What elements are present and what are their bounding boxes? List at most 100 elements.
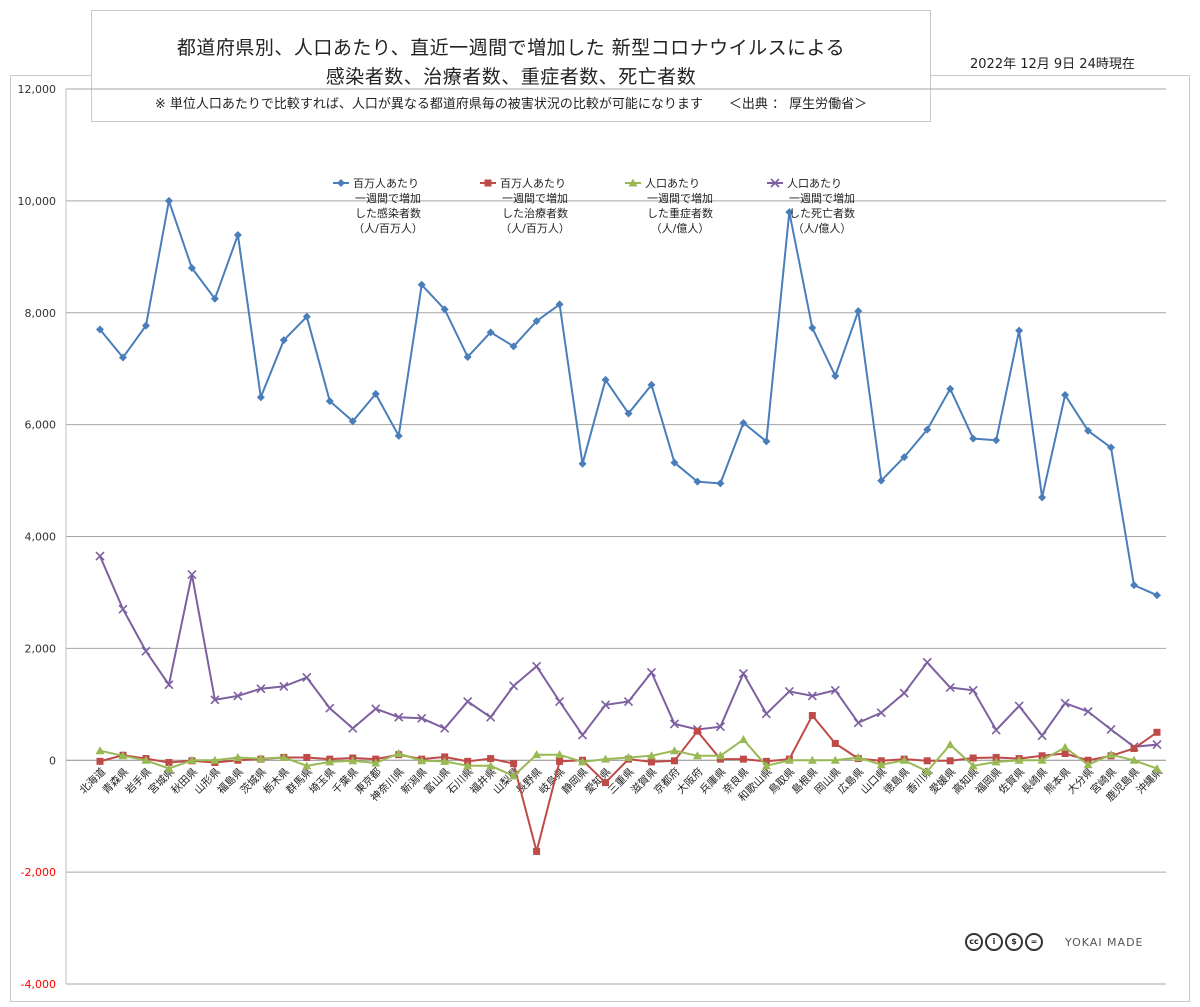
data-point (991, 757, 1001, 766)
data-point (187, 569, 197, 580)
data-point (601, 375, 610, 384)
data-point (555, 750, 565, 759)
data-point (624, 409, 633, 418)
data-point (693, 477, 702, 486)
data-point (646, 751, 656, 760)
data-point (830, 685, 840, 695)
chart-note: ※ 単位人口あたりで比較すれば、人口が異なる都道府県毎の被害状況の比較が可能にな… (154, 97, 868, 112)
data-point (118, 604, 128, 614)
data-point (509, 681, 519, 691)
data-point (628, 178, 638, 187)
series-group (95, 735, 1162, 780)
data-point (623, 696, 634, 707)
data-point (233, 691, 243, 701)
data-point (785, 208, 794, 217)
legend-label: （人/百万人） (500, 222, 570, 235)
legend-label: 百万人あたり (353, 177, 419, 190)
data-point (946, 757, 954, 765)
data-point (302, 672, 312, 683)
data-point (417, 756, 427, 765)
data-point (141, 755, 151, 764)
data-point (602, 779, 610, 787)
data-point (669, 719, 680, 729)
data-point (371, 389, 380, 398)
nd-icon: = (1025, 933, 1043, 951)
data-point (463, 352, 472, 361)
data-point (187, 755, 197, 764)
data-point (532, 317, 541, 326)
legend-marker (337, 179, 345, 187)
data-point (1061, 390, 1070, 399)
brand-logo: YOKAI MADE (1065, 935, 1144, 949)
legend-label: 一週間で増加 (789, 192, 855, 205)
data-point (715, 751, 725, 760)
data-point (348, 723, 358, 733)
data-point (1152, 764, 1162, 773)
data-point (279, 752, 289, 761)
data-point (762, 437, 771, 446)
chart-title-line1: 都道府県別、人口あたり、直近一週間で増加した 新型コロナウイルスによる (176, 37, 846, 59)
data-point (1060, 742, 1070, 751)
data-point (96, 757, 104, 765)
data-point (739, 418, 748, 427)
data-point (210, 695, 220, 705)
y-tick-label: -4,000 (21, 978, 56, 991)
data-point (968, 761, 978, 770)
data-point (968, 685, 978, 695)
data-point (784, 686, 794, 697)
data-point (325, 397, 334, 406)
data-point (1129, 755, 1139, 764)
data-point (484, 179, 492, 187)
data-point (417, 713, 427, 723)
data-point (348, 756, 358, 765)
data-point (486, 712, 496, 722)
data-point (1107, 443, 1116, 452)
data-point (118, 353, 127, 362)
data-point (991, 725, 1001, 735)
data-point (577, 730, 588, 740)
data-point (784, 755, 794, 764)
y-tick-label: 4,000 (25, 531, 57, 544)
y-tick-label: 8,000 (25, 307, 57, 320)
data-point (1061, 750, 1069, 758)
data-point (1106, 724, 1116, 735)
data-point (830, 755, 840, 764)
y-tick-label: -2,000 (21, 866, 56, 879)
data-point (486, 761, 496, 770)
data-point (487, 755, 495, 763)
data-point (463, 696, 473, 707)
license-footer: cc i $ = YOKAI MADE (965, 933, 1144, 951)
data-point (923, 425, 932, 434)
by-icon: i (985, 933, 1003, 951)
legend-marker (628, 178, 638, 187)
report-date: 2022年 12月 9日 24時現在 (970, 57, 1135, 72)
data-point (233, 230, 242, 239)
data-point (969, 754, 977, 762)
data-point (95, 746, 105, 755)
data-point (302, 761, 312, 770)
data-point (946, 384, 955, 393)
data-point (532, 661, 542, 671)
data-point (1083, 707, 1093, 717)
data-point (600, 700, 611, 710)
data-point (922, 657, 932, 667)
legend-label: （人/億人） (651, 222, 710, 235)
data-point (1037, 731, 1047, 741)
data-point (1014, 701, 1024, 711)
legend-label: 百万人あたり (500, 177, 566, 190)
legend-label: （人/百万人） (353, 222, 423, 235)
data-point (739, 755, 747, 763)
data-point (440, 756, 450, 765)
data-point (969, 434, 978, 443)
data-point (1153, 728, 1161, 736)
data-point (556, 757, 564, 765)
data-point (1084, 426, 1093, 435)
data-point (770, 178, 780, 188)
data-point (1038, 493, 1047, 502)
data-point (325, 757, 335, 766)
title-box: 都道府県別、人口あたり、直近一週間で増加した 新型コロナウイルスによる 感染者数… (91, 10, 931, 122)
data-point (945, 740, 955, 749)
data-point (371, 758, 381, 767)
data-point (899, 755, 909, 764)
